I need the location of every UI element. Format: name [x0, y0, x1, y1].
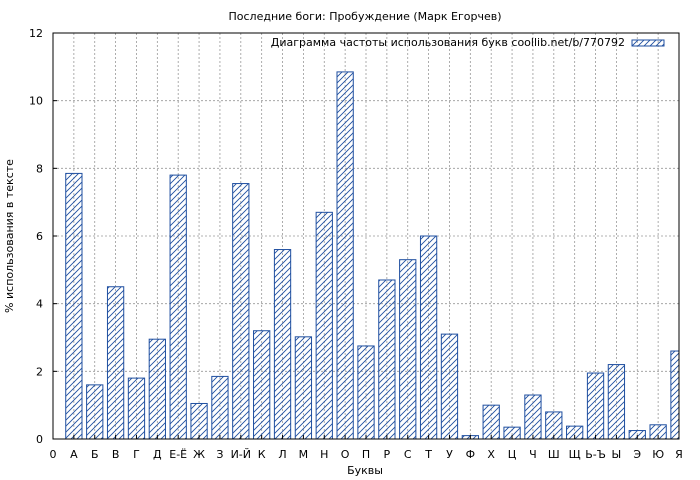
bar-У [440, 333, 459, 440]
x-tick-label: Т [424, 448, 432, 461]
bar-В [106, 286, 125, 440]
x-tick-label: К [258, 448, 266, 461]
x-tick-label: Е-Ё [169, 448, 187, 461]
legend-label: Диаграмма частоты использования букв coo… [271, 36, 625, 49]
x-tick-label: Х [487, 448, 495, 461]
x-tick-label: М [299, 448, 309, 461]
bar-Я [670, 350, 680, 440]
bar-З [211, 375, 229, 440]
grid [53, 33, 679, 439]
bar-Л [273, 249, 292, 440]
x-tick-label: Ы [612, 448, 622, 461]
x-tick-label: Р [384, 448, 391, 461]
legend-swatch [631, 39, 665, 47]
y-tick-label: 6 [36, 230, 43, 243]
x-tick-label: З [216, 448, 223, 461]
bar-Ч [524, 394, 542, 440]
bar-С [399, 259, 417, 440]
y-tick-label: 0 [36, 433, 43, 446]
x-tick-label: Щ [569, 448, 581, 461]
x-tick-label: С [404, 448, 412, 461]
x-tick-label: Н [320, 448, 328, 461]
bar-М [294, 336, 313, 440]
bar-Ш [545, 411, 563, 440]
y-tick-label: 12 [29, 27, 43, 40]
bar-Д [148, 338, 166, 440]
bar-Ы [607, 364, 626, 440]
bar-Н [315, 211, 333, 440]
x-origin-label: 0 [50, 448, 57, 461]
y-axis-ticks: 0 2 4 6 8 10 12 [29, 27, 57, 446]
x-tick-label: Л [278, 448, 286, 461]
x-axis-label: Буквы [347, 464, 383, 477]
x-tick-label: Ф [466, 448, 475, 461]
x-tick-label: Ю [652, 448, 664, 461]
bar-Р [378, 279, 396, 440]
x-tick-label: Ж [193, 448, 205, 461]
x-tick-label: П [362, 448, 370, 461]
bar-Т [419, 235, 438, 440]
bar-П [357, 345, 375, 440]
x-tick-label: У [446, 448, 453, 461]
bar-К [253, 330, 271, 440]
bar-Г [127, 377, 146, 440]
x-tick-label: Ц [508, 448, 517, 461]
x-tick-label: Б [91, 448, 99, 461]
x-tick-label: Ь-Ъ [585, 448, 606, 461]
bar-И-Й [232, 183, 250, 440]
bar-О [336, 71, 354, 440]
x-axis-ticks: 0 А Б В Г Д Е-Ё Ж З И-Й К Л М Н О П Р С Т У Ф Х Ц Ч Ш Щ Ь-Ъ Ы Э Ю Я [50, 435, 683, 461]
x-tick-label: А [70, 448, 78, 461]
x-tick-label: И-Й [231, 448, 251, 461]
x-tick-label: Ш [548, 448, 560, 461]
bar-Е-Ё [169, 174, 187, 440]
bar-Ж [190, 402, 208, 440]
chart-title: Последние боги: Пробуждение (Марк Егорче… [229, 10, 502, 23]
x-tick-label: Э [633, 448, 641, 461]
x-tick-label: О [341, 448, 350, 461]
x-tick-label: В [112, 448, 120, 461]
bar-Ь-Ъ [586, 372, 605, 440]
legend: Диаграмма частоты использования букв coo… [271, 36, 665, 49]
y-tick-label: 8 [36, 162, 43, 175]
x-tick-label: Ч [529, 448, 537, 461]
y-axis-label: % использования в тексте [3, 159, 16, 313]
x-tick-label: Я [675, 448, 683, 461]
y-tick-label: 2 [36, 365, 43, 378]
bar-А [65, 172, 83, 440]
bar-Х [482, 404, 500, 440]
x-tick-label: Д [153, 448, 162, 461]
bar-Б [86, 384, 104, 440]
x-tick-label: Г [133, 448, 140, 461]
y-tick-label: 4 [36, 298, 43, 311]
y-tick-label: 10 [29, 95, 43, 108]
